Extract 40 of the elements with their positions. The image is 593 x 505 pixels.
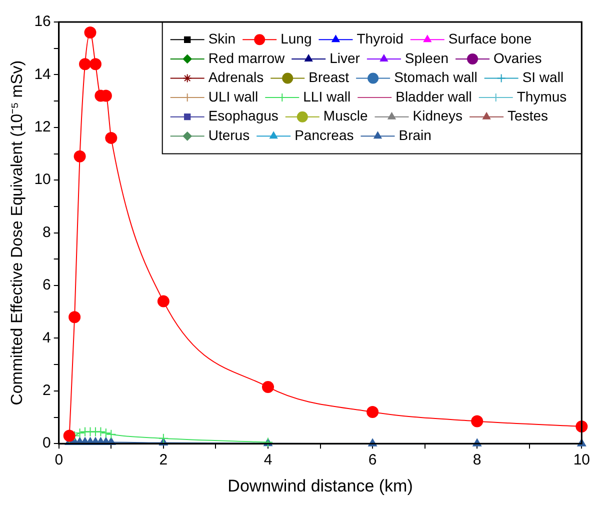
legend-label: Testes xyxy=(508,108,548,124)
legend-label: Stomach wall xyxy=(394,69,478,86)
legend-label: Pancreas xyxy=(294,127,354,144)
legend-label: LLI wall xyxy=(303,88,351,104)
x-axis-title: Downwind distance (km) xyxy=(228,476,413,496)
legend-label: Red marrow xyxy=(208,50,286,66)
legend-label: Breast xyxy=(308,69,350,86)
x-tick-label: 4 xyxy=(264,452,272,469)
legend-label: Kidneys xyxy=(412,108,463,124)
legend-label: Skin xyxy=(208,30,236,47)
y-tick-label: 8 xyxy=(42,224,51,241)
y-tick-label: 12 xyxy=(34,118,51,136)
legend-label: Muscle xyxy=(323,108,368,124)
y-tick-label: 10 xyxy=(34,171,51,188)
legend-label: Thymus xyxy=(516,88,567,104)
y-tick-label: 0 xyxy=(42,434,51,452)
legend-label: Lung xyxy=(280,30,312,47)
y-tick-label: 4 xyxy=(42,329,51,346)
legend-label: Surface bone xyxy=(448,30,532,47)
legend-label: ULI wall xyxy=(208,88,258,104)
legend-label: Liver xyxy=(330,50,360,66)
x-tick-label: 6 xyxy=(368,452,377,469)
y-tick-label: 2 xyxy=(42,382,51,400)
x-tick-label: 2 xyxy=(159,452,168,469)
y-tick-label: 6 xyxy=(42,276,51,294)
x-tick-label: 0 xyxy=(54,452,64,469)
x-tick-label: 10 xyxy=(573,452,590,469)
legend-label: Ovaries xyxy=(494,50,542,66)
legend-label: Adrenals xyxy=(208,69,264,86)
x-tick-label: 8 xyxy=(472,452,482,469)
y-axis-title: Committed Effective Dose Equivalent (10⁻⁵ mSv) xyxy=(9,60,26,406)
legend-label: Esophagus xyxy=(208,108,278,124)
legend-label: Thyroid xyxy=(356,30,404,47)
legend-label: SI wall xyxy=(522,69,564,86)
legend-label: Uterus xyxy=(208,127,250,144)
legend-label: Brain xyxy=(398,127,432,144)
y-tick-label: 14 xyxy=(34,66,51,83)
y-tick-label: 16 xyxy=(34,13,51,30)
legend-label: Spleen xyxy=(404,50,449,66)
legend-label: Bladder wall xyxy=(396,88,472,104)
